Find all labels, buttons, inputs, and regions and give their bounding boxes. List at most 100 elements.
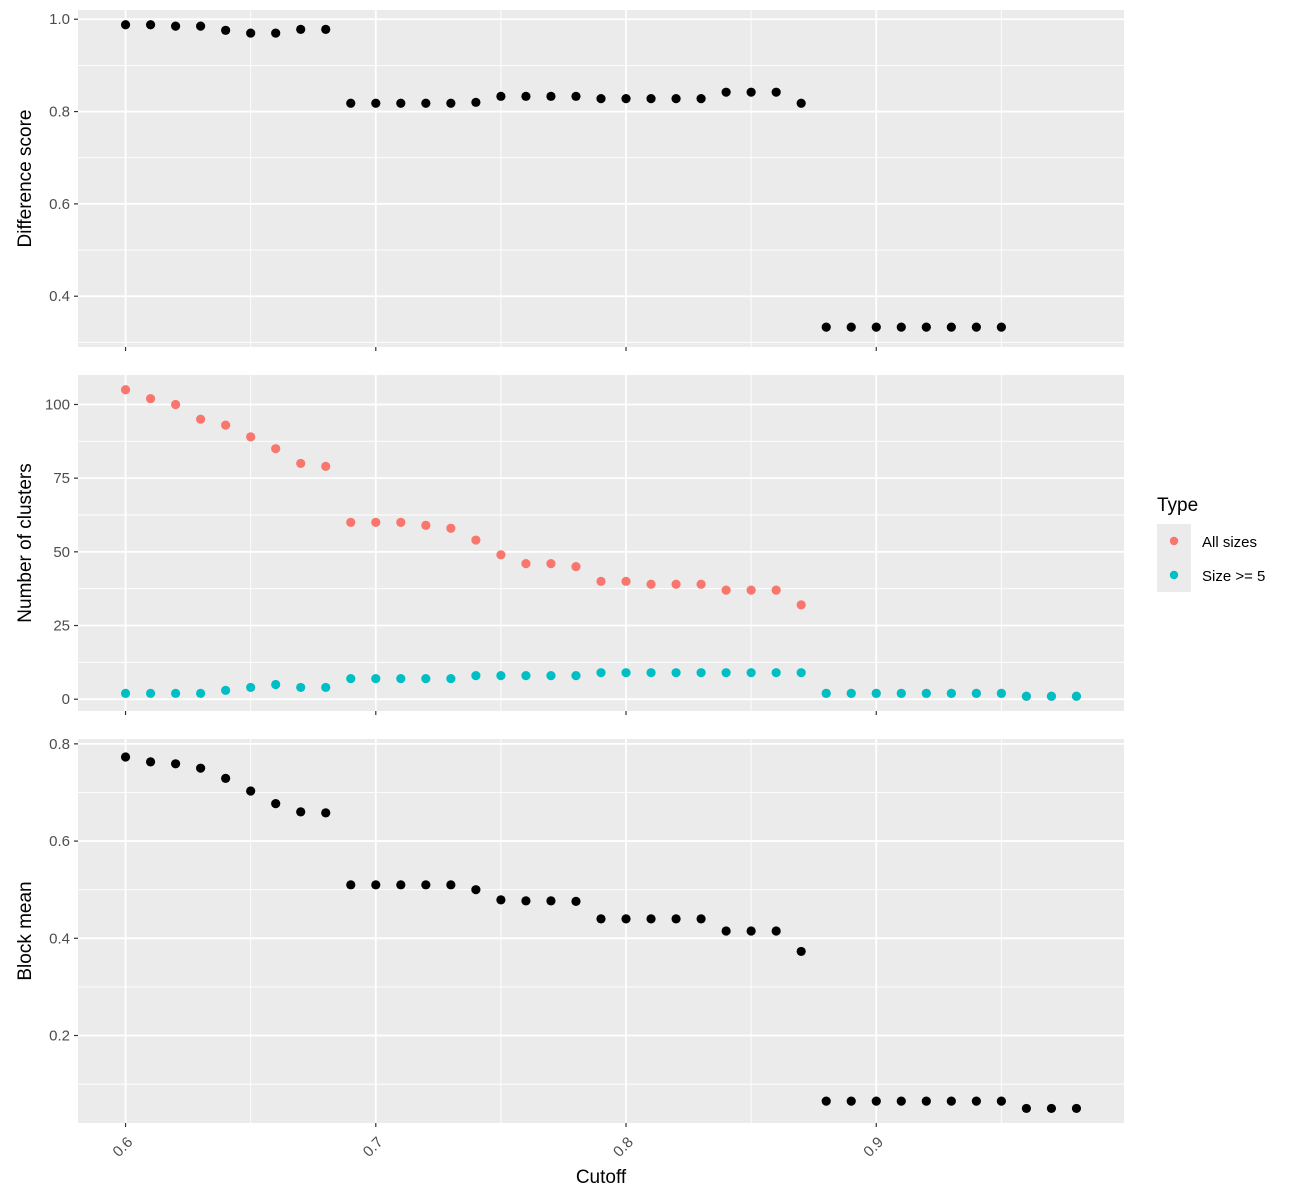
data-point [796,600,806,610]
data-point [1046,691,1057,701]
data-point [221,420,231,430]
data-point [971,1096,981,1106]
data-point [446,98,456,108]
data-point [946,688,956,698]
data-point [596,94,606,104]
data-point [421,98,431,108]
y-tick-label: 0.6 [49,196,70,213]
data-point [1071,1103,1082,1114]
y-tick-label: 100 [45,396,70,413]
data-point [421,520,431,530]
data-point [196,414,206,424]
data-point [296,458,306,469]
data-point [271,679,281,690]
data-point [446,880,456,890]
data-point [421,880,431,890]
data-point [896,688,906,698]
data-point [771,668,781,678]
data-point [821,1096,831,1106]
data-point [796,946,806,957]
data-point [846,688,856,698]
data-point [246,28,256,38]
y-tick-label: 0.4 [49,930,70,947]
data-point [346,98,356,108]
x-tick-label: 0.9 [860,1134,887,1161]
panel-background [78,10,1124,347]
data-point [596,576,606,586]
data-point [120,688,131,698]
data-point [145,20,156,30]
panels-layer: 0.4 0.6 0.8 1.0 Difference score 0 25 50 75 100 Nu… [15,10,1124,1161]
data-point [521,896,531,906]
data-point [746,585,756,595]
data-point [321,24,331,34]
data-point [145,393,156,404]
y-tick-label: 50 [53,544,70,561]
data-point [145,688,156,698]
series-points [120,20,1006,332]
data-point [346,880,356,890]
legend-key-size-ge-5 [1169,570,1179,580]
y-axis-title: Difference score [15,110,36,248]
data-point [871,688,881,698]
data-point [1021,1103,1032,1114]
data-point [145,757,156,767]
data-point [371,880,381,890]
data-point [271,28,281,38]
data-point [971,688,981,698]
data-point [996,1096,1006,1106]
data-point [696,94,706,104]
data-point [471,97,481,107]
data-point [996,322,1006,332]
legend-title: Type [1157,495,1198,516]
data-point [896,1096,906,1106]
data-point [371,517,381,527]
data-point [621,668,631,678]
data-point [821,322,831,332]
data-point [671,668,681,678]
data-point [646,668,656,678]
data-point [621,94,631,104]
data-point [496,895,506,905]
data-point [546,91,556,101]
y-tick-label: 25 [53,618,70,635]
data-point [120,20,131,30]
data-point [771,87,781,97]
data-point [396,517,406,527]
data-point [721,926,731,936]
data-point [646,94,656,104]
data-point [771,926,781,936]
data-point [296,24,306,34]
data-point [396,880,406,890]
data-point [571,561,581,572]
data-point [621,914,631,924]
data-point [170,399,181,410]
data-point [120,385,131,395]
data-point [170,688,181,698]
data-point [871,1096,881,1106]
data-point [496,671,506,681]
data-point [321,461,331,471]
legend-label-all-sizes: All sizes [1202,534,1257,551]
data-point [646,914,656,924]
data-point [721,87,731,97]
y-tick-label: 1.0 [49,11,70,28]
data-point [471,535,481,545]
data-point [170,21,181,31]
data-point [196,21,206,31]
data-point [471,885,481,895]
data-point [871,322,881,332]
y-tick-label: 0.6 [49,833,70,850]
data-point [671,579,681,589]
data-point [996,688,1006,698]
data-point [896,322,906,332]
x-tick-label: 0.6 [110,1134,137,1161]
data-point [296,807,306,817]
data-point [396,98,406,108]
data-point [396,673,406,684]
data-point [796,98,806,108]
y-tick-label: 0.2 [49,1028,70,1045]
data-point [646,579,656,589]
data-point [371,98,381,108]
data-point [971,322,981,332]
